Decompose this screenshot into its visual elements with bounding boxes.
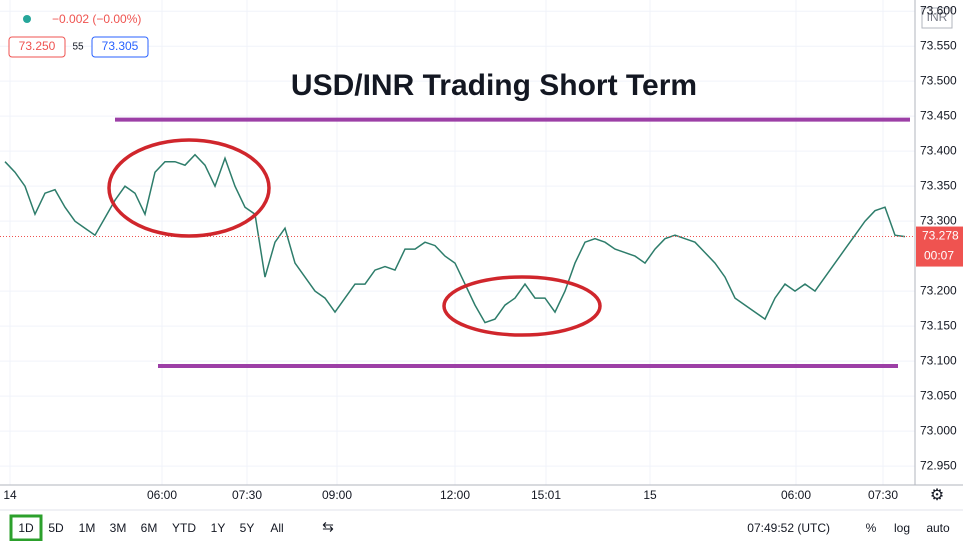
change: −0.002 (−0.00%) bbox=[52, 12, 141, 26]
range-button[interactable]: 5Y bbox=[240, 521, 255, 535]
range-button[interactable]: YTD bbox=[172, 521, 196, 535]
range-button[interactable]: 6M bbox=[141, 521, 158, 535]
x-tick-label: 15 bbox=[643, 488, 657, 502]
x-tick-label: 06:00 bbox=[781, 488, 811, 502]
spread: 55 bbox=[72, 42, 84, 53]
x-tick-label: 12:00 bbox=[440, 488, 470, 502]
y-tick-label: 73.200 bbox=[920, 283, 957, 297]
range-button[interactable]: 1M bbox=[79, 521, 96, 535]
x-tick-label: 09:00 bbox=[322, 488, 352, 502]
x-tick-label: 15:01 bbox=[531, 488, 561, 502]
range-selected bbox=[9, 514, 43, 541]
bid: 73.250 bbox=[19, 39, 56, 53]
y-tick-label: 73.300 bbox=[920, 213, 957, 227]
price-line bbox=[4, 153, 906, 324]
y-tick-label: 73.550 bbox=[920, 38, 957, 52]
highlight-ellipse bbox=[442, 275, 602, 337]
compare-icon[interactable]: ⇆ bbox=[322, 519, 334, 535]
scale-option[interactable]: auto bbox=[926, 521, 950, 535]
plot bbox=[0, 117, 915, 369]
toolbar: 1D 5D 1M 3M 6M YTD 1Y 5Y All 07:49:52 (UTC)% log au… bbox=[9, 514, 950, 541]
last-price-box bbox=[916, 226, 963, 267]
grid bbox=[0, 0, 915, 485]
status-dot bbox=[23, 15, 31, 23]
scale-option[interactable]: % bbox=[866, 521, 877, 535]
y-tick-label: 73.100 bbox=[920, 353, 957, 367]
bid-box[interactable] bbox=[8, 36, 66, 58]
y-tick-label: 73.050 bbox=[920, 388, 957, 402]
last-price: 73.278 bbox=[922, 229, 959, 243]
chart-title: USD/INR Trading Short Term bbox=[291, 69, 697, 102]
y-tick-label: 73.350 bbox=[920, 178, 957, 192]
y-tick-label: 73.500 bbox=[920, 73, 957, 87]
ask: 73.305 bbox=[102, 39, 139, 53]
y-tick-label: 73.400 bbox=[920, 143, 957, 157]
range-button[interactable]: 3M bbox=[110, 521, 127, 535]
countdown: 00:07 bbox=[924, 249, 954, 263]
x-tick-label: 07:30 bbox=[868, 488, 898, 502]
currency-box bbox=[921, 7, 953, 29]
ask-box[interactable] bbox=[91, 36, 149, 58]
range-button[interactable]: All bbox=[270, 521, 283, 535]
y-tick-label: 73.600 bbox=[920, 3, 957, 17]
x-tick-label: 14 bbox=[3, 488, 17, 502]
currency: INR bbox=[927, 10, 948, 24]
range-button[interactable]: 1D bbox=[18, 521, 34, 535]
y-tick-label: 72.950 bbox=[920, 458, 957, 472]
x-tick-label: 07:30 bbox=[232, 488, 262, 502]
clock: 07:49:52 (UTC) bbox=[747, 521, 830, 535]
y-tick-label: 73.450 bbox=[920, 108, 957, 122]
y-tick-label: 73.150 bbox=[920, 318, 957, 332]
range-button[interactable]: 5D bbox=[48, 521, 64, 535]
y-tick-label: 73.000 bbox=[920, 423, 957, 437]
x-tick-label: 06:00 bbox=[147, 488, 177, 502]
highlight-ellipse bbox=[107, 138, 271, 238]
scale-option[interactable]: log bbox=[894, 521, 910, 535]
settings-icon[interactable]: ⚙ bbox=[930, 487, 944, 504]
range-button[interactable]: 1Y bbox=[211, 521, 226, 535]
